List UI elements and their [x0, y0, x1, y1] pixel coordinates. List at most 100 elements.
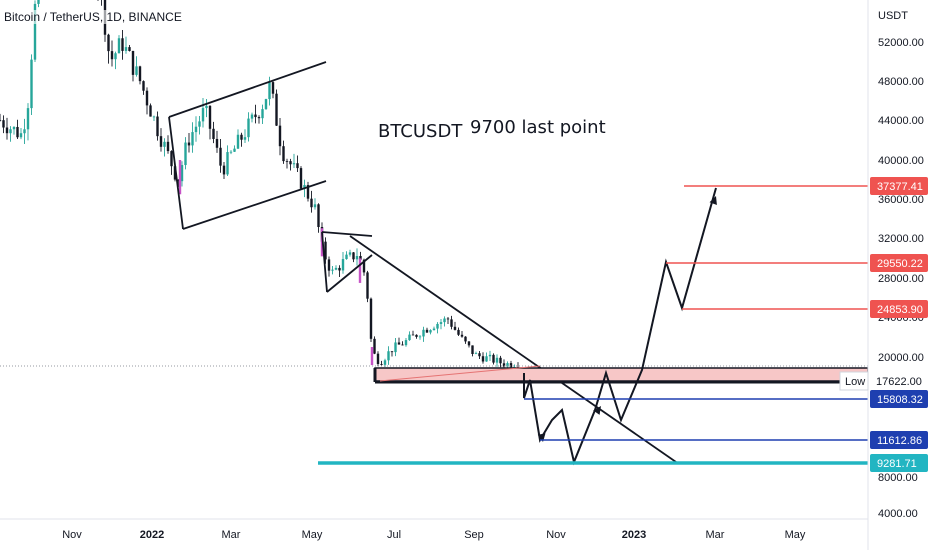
candle-body	[429, 330, 432, 333]
candle-body	[411, 334, 415, 336]
low-tag-label: Low	[845, 376, 865, 388]
axis-unit: USDT	[878, 10, 908, 22]
candle-body	[107, 34, 110, 52]
candle-body	[156, 116, 159, 137]
triangle-side-line	[321, 231, 328, 293]
candle-body	[338, 267, 341, 271]
candle-body	[296, 163, 299, 169]
candle-body	[26, 108, 30, 130]
candle-body	[380, 363, 383, 365]
price-label-15808.32: 15808.32	[877, 394, 923, 406]
candle-body	[425, 329, 429, 333]
candle-body	[173, 166, 177, 180]
candle-body	[292, 163, 296, 165]
candle-body	[184, 142, 187, 166]
candle-body	[358, 258, 362, 283]
candle-body	[485, 356, 488, 362]
y-tick-label: 40000.00	[878, 155, 924, 167]
candle-body	[261, 109, 264, 119]
candle-body	[376, 353, 380, 364]
price-label-17622.00: 17622.00	[876, 376, 922, 388]
x-tick-label: May	[302, 529, 323, 541]
triangle-top-line	[321, 231, 373, 237]
candle-body	[178, 160, 182, 195]
candle-body	[331, 269, 334, 271]
candle-body	[313, 204, 317, 208]
candle-body	[37, 0, 40, 4]
candle-body	[159, 136, 163, 147]
candle-body	[114, 53, 117, 60]
price-label-bg	[870, 300, 928, 318]
candle-body	[432, 328, 436, 331]
candle-body	[247, 118, 250, 138]
candle-body	[135, 66, 138, 75]
candle-body	[254, 114, 257, 118]
candle-body	[226, 152, 229, 175]
candle-body	[352, 252, 355, 260]
candle-body	[138, 66, 142, 82]
x-tick-label: 2023	[622, 529, 646, 541]
candle-body	[145, 90, 149, 106]
candle-body	[117, 38, 121, 54]
candle-body	[509, 363, 513, 368]
annotation-sub: 9700 last point	[470, 117, 606, 138]
candle-body	[324, 241, 327, 260]
candle-body	[180, 165, 184, 182]
price-label-37377.41: 37377.41	[877, 181, 923, 193]
x-tick-label: May	[785, 529, 806, 541]
candle-body	[306, 185, 310, 199]
candle-body	[142, 81, 145, 91]
candle-body	[187, 142, 191, 146]
candle-body	[163, 141, 166, 147]
candle-body	[446, 318, 450, 320]
candle-body	[387, 351, 390, 361]
candle-body	[131, 50, 135, 75]
y-tick-label: 52000.00	[878, 37, 924, 49]
annotation-main: BTCUSDT	[378, 121, 463, 142]
candle-body	[166, 141, 170, 152]
candle-body	[467, 341, 471, 346]
price-label-9281.71: 9281.71	[877, 458, 917, 470]
candle-body	[208, 105, 212, 129]
candle-body	[450, 319, 453, 327]
x-tick-label: Nov	[546, 529, 566, 541]
price-label-bg	[870, 177, 928, 195]
arrow-head-up	[709, 196, 717, 205]
y-tick-label: 48000.00	[878, 76, 924, 88]
zone-diagonal	[379, 365, 541, 382]
candle-body	[264, 99, 268, 110]
x-tick-label: 2022	[140, 529, 164, 541]
candle-body	[219, 147, 222, 166]
candle-body	[289, 161, 292, 165]
candle-body	[233, 148, 236, 152]
candle-body	[348, 252, 352, 255]
candle-body	[121, 38, 124, 51]
y-tick-label: 8000.00	[878, 472, 918, 484]
descending-trendline	[349, 235, 677, 463]
price-label-bg	[870, 431, 928, 449]
low-tag	[839, 371, 869, 391]
candle-body	[201, 108, 205, 122]
y-tick-label: 20000.00	[878, 352, 924, 364]
candle-body	[317, 204, 320, 228]
y-tick-label: 28000.00	[878, 273, 924, 285]
y-tick-label: 32000.00	[878, 233, 924, 245]
candle-body	[303, 185, 306, 189]
projection-path	[523, 187, 717, 466]
candle-body	[355, 255, 359, 260]
price-label-bg	[870, 254, 928, 272]
candle-body	[110, 51, 114, 60]
candle-body	[373, 338, 376, 354]
candle-body	[415, 334, 418, 337]
candle-body	[198, 121, 201, 127]
candle-body	[390, 351, 394, 353]
candle-body	[205, 105, 208, 109]
channel-lower-line	[182, 180, 327, 230]
candle-body	[474, 353, 478, 355]
candle-body	[12, 126, 16, 130]
candle-body	[359, 255, 362, 260]
y-tick-label: 44000.00	[878, 115, 924, 127]
